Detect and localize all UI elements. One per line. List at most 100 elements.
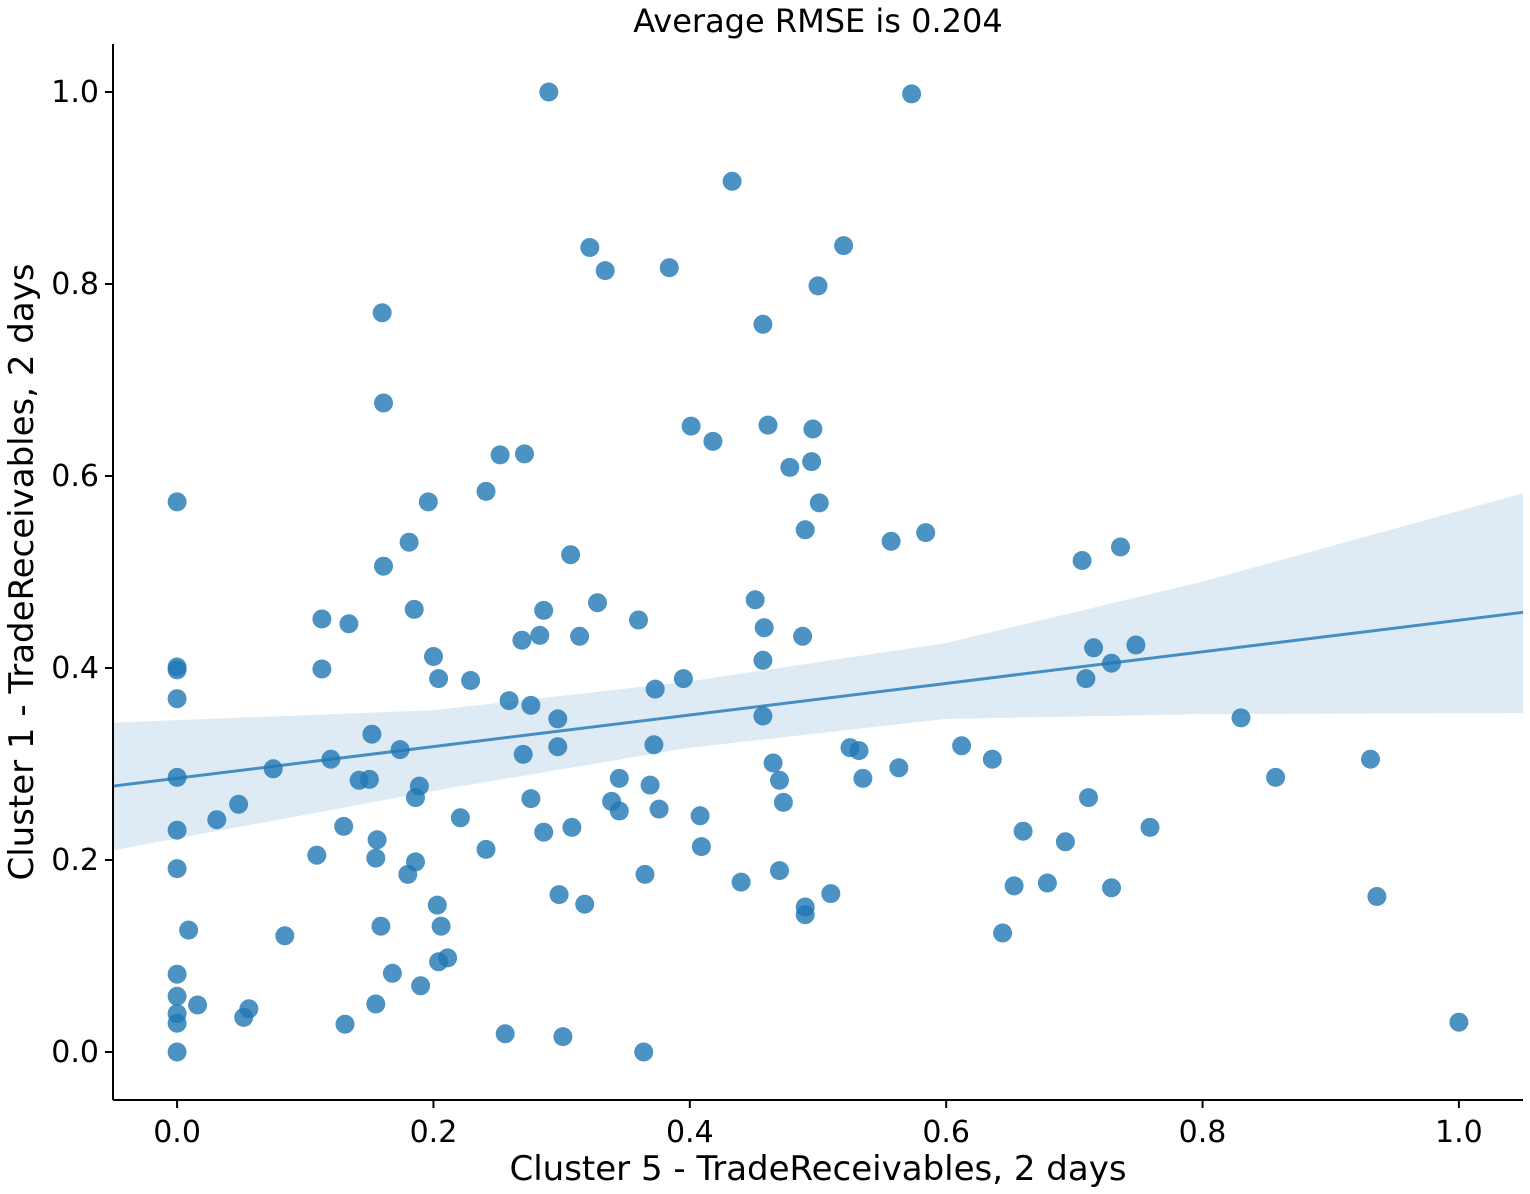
- scatter-point: [1367, 887, 1387, 906]
- scatter-point: [1076, 669, 1096, 689]
- scatter-point: [382, 963, 402, 983]
- scatter-point: [521, 789, 541, 809]
- y-tick-label: 0.0: [51, 1035, 99, 1070]
- scatter-point: [780, 457, 800, 477]
- scatter-point: [512, 630, 532, 650]
- scatter-point: [367, 830, 387, 850]
- scatter-point: [690, 806, 710, 826]
- scatter-point: [429, 952, 449, 972]
- scatter-point: [167, 1042, 187, 1062]
- confidence-band: [113, 493, 1523, 851]
- scatter-point: [390, 740, 410, 760]
- scatter-point: [167, 859, 187, 879]
- scatter-point: [644, 735, 664, 755]
- scatter-point: [629, 610, 648, 630]
- scatter-point: [881, 531, 901, 551]
- scatter-point: [1013, 821, 1033, 841]
- x-tick-label: 0.8: [1179, 1115, 1227, 1150]
- scatter-point: [673, 669, 693, 689]
- scatter-point: [993, 923, 1013, 943]
- scatter-point: [1084, 638, 1104, 658]
- y-tick-label: 1.0: [51, 75, 99, 110]
- scatter-point: [1055, 832, 1075, 852]
- scatter-point: [731, 872, 751, 892]
- scatter-point: [570, 626, 590, 646]
- scatter-point: [1079, 788, 1098, 808]
- scatter-point: [770, 770, 789, 790]
- scatter-point: [609, 768, 629, 788]
- scatter-point: [534, 600, 554, 620]
- scatter-point: [167, 986, 187, 1006]
- y-axis-label: Cluster 1 - TradeReceivables, 2 days: [2, 263, 42, 880]
- scatter-point: [548, 737, 568, 757]
- scatter-point: [312, 659, 332, 679]
- scatter-point: [499, 691, 519, 711]
- scatter-point: [429, 669, 449, 689]
- scatter-point: [659, 258, 679, 278]
- scatter-point: [849, 741, 869, 761]
- scatter-point: [645, 679, 665, 699]
- scatter-point: [188, 995, 208, 1015]
- scatter-point: [809, 493, 829, 513]
- scatter-point: [1361, 749, 1380, 769]
- scatter-point: [1231, 708, 1251, 728]
- scatter-point: [1266, 767, 1286, 787]
- scatter-point: [476, 839, 496, 859]
- scatter-point: [575, 894, 595, 914]
- scatter-point: [372, 303, 392, 323]
- scatter-point: [234, 1007, 254, 1027]
- y-tick-label: 0.4: [51, 651, 99, 686]
- scatter-point: [534, 822, 554, 842]
- scatter-point: [263, 759, 283, 779]
- scatter-point: [321, 749, 341, 769]
- scatter-point: [461, 671, 481, 690]
- scatter-point: [681, 416, 701, 436]
- scatter-point: [1037, 873, 1057, 893]
- scatter-point: [404, 599, 424, 619]
- scatter-point: [795, 520, 815, 540]
- scatter-point: [167, 689, 187, 709]
- scatter-point: [609, 801, 629, 821]
- scatter-point: [539, 82, 559, 102]
- scatter-point: [229, 794, 249, 814]
- x-tick-label: 0.0: [153, 1115, 201, 1150]
- y-tick-label: 0.8: [51, 267, 99, 302]
- scatter-point: [275, 926, 295, 946]
- scatter-point: [902, 84, 922, 104]
- scatter-point: [763, 753, 783, 773]
- chart-title: Average RMSE is 0.204: [633, 2, 1002, 40]
- scatter-point: [773, 792, 793, 812]
- scatter-point: [745, 590, 765, 610]
- scatter-point: [548, 709, 568, 729]
- scatter-point: [411, 976, 431, 996]
- scatter-point: [495, 1024, 515, 1044]
- x-tick-label: 1.0: [1435, 1115, 1483, 1150]
- scatter-point: [553, 1027, 573, 1047]
- scatter-point: [753, 650, 773, 670]
- scatter-point: [312, 609, 332, 629]
- regression-line-layer: [112, 610, 1524, 788]
- x-tick-label: 0.4: [666, 1115, 714, 1150]
- scatter-point: [703, 431, 723, 451]
- scatter-point: [427, 895, 447, 915]
- scatter-point: [1004, 876, 1024, 896]
- scatter-point: [853, 768, 873, 788]
- scatter-point: [770, 861, 789, 881]
- scatter-point: [952, 736, 972, 756]
- confidence-band-layer: [113, 493, 1523, 851]
- scatter-point: [821, 884, 841, 904]
- scatter-point: [515, 444, 534, 464]
- scatter-point: [521, 695, 541, 715]
- scatter-point: [916, 523, 936, 543]
- scatter-point: [167, 820, 187, 840]
- scatter-point: [339, 614, 359, 634]
- scatter-point: [549, 885, 569, 905]
- scatter-point: [362, 724, 382, 744]
- scatter-point: [691, 837, 711, 857]
- scatter-point: [722, 171, 742, 191]
- scatter-point: [167, 964, 187, 984]
- scatter-point: [1072, 551, 1092, 570]
- scatter-point: [635, 864, 655, 884]
- scatter-point: [1449, 1012, 1469, 1032]
